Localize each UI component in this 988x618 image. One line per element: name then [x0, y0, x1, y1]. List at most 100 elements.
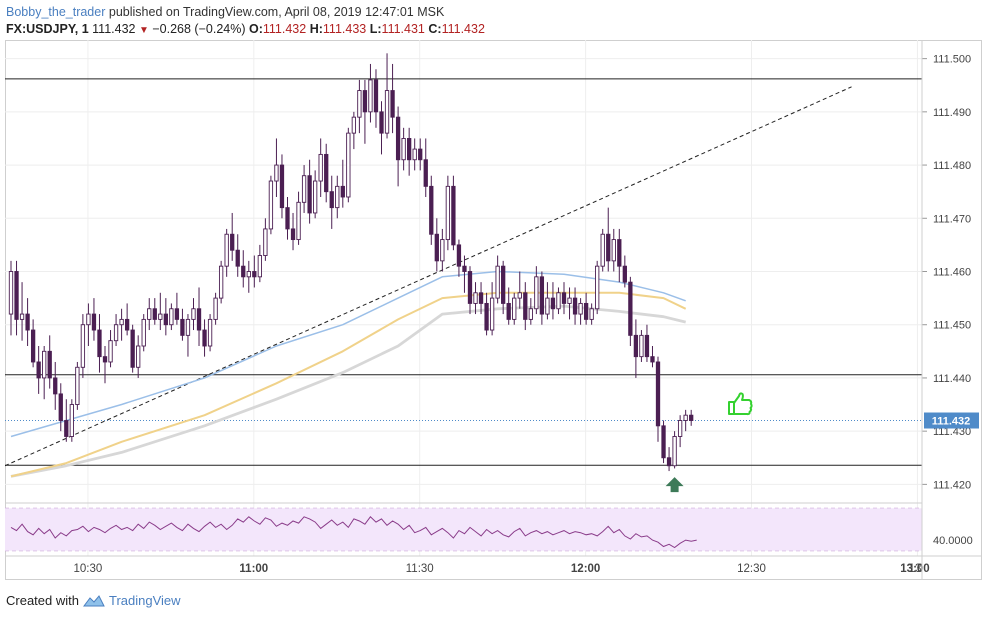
current-price-badge [924, 412, 979, 429]
candle-body [235, 249, 240, 267]
candle-body [202, 329, 207, 347]
candle-body [395, 116, 401, 161]
candle-body [69, 404, 74, 437]
candle-body [119, 318, 124, 326]
candle-body [407, 138, 412, 161]
footer: Created with TradingView [6, 593, 181, 608]
candle-body [440, 239, 445, 262]
candle-body [512, 297, 517, 320]
published-text: published on TradingView.com, April 08, … [108, 5, 445, 19]
candle-body [418, 148, 423, 161]
candle-body [64, 420, 69, 437]
candle-body [384, 90, 390, 134]
grid-lines [5, 40, 922, 556]
candle-body [207, 318, 213, 347]
annotations: 111.432 [665, 392, 979, 493]
symbol-legend: FX:USDJPY, 1 111.432 ▼ −0.268 (−0.24%) O… [6, 22, 485, 36]
candle-body [158, 313, 163, 320]
candle-body [484, 302, 489, 331]
candle-body [677, 420, 683, 437]
candle-body [572, 297, 578, 315]
candle-body [169, 308, 174, 326]
candle-body [19, 313, 25, 320]
candle-body [224, 233, 229, 267]
thumb-hand [733, 392, 753, 416]
candle-body [180, 318, 185, 336]
candle-body [633, 334, 639, 358]
candle-body [246, 271, 251, 278]
oscillator-line [10, 516, 697, 549]
candle-body [478, 292, 484, 304]
candle-body [80, 324, 86, 368]
candle-body [611, 239, 616, 262]
candle-body [241, 265, 246, 278]
candle-body [36, 361, 41, 379]
candle-body [296, 201, 301, 241]
candle-body [451, 185, 456, 246]
horizontal-levels[interactable] [5, 78, 922, 467]
candles [8, 53, 694, 472]
candle-body [14, 271, 19, 320]
high-label: H: [309, 22, 323, 36]
chart-canvas[interactable]: 111.500 111.490 111.480 111.470 111.460 111.4… [5, 40, 982, 580]
x-tick-label: 12:30 [737, 563, 766, 575]
candle-body [257, 255, 262, 278]
arrow-up-icon [665, 477, 684, 493]
candle-body [534, 276, 539, 310]
candle-body [628, 281, 633, 336]
candle-body [53, 377, 58, 395]
candle-body [666, 457, 672, 467]
thumbs-up-icon [728, 392, 753, 416]
candle-body [545, 297, 550, 315]
candle-body [445, 185, 451, 241]
candle-body [252, 271, 257, 278]
candle-body [429, 185, 434, 235]
candle-body [213, 297, 218, 320]
y-tick-label: 111.440 [933, 373, 971, 385]
author-link[interactable]: Bobby_the_trader [6, 5, 106, 19]
candle-body [113, 324, 119, 342]
tradingview-logo-icon [82, 594, 105, 606]
candle-body [589, 308, 594, 320]
oscillator-pane [10, 516, 697, 549]
candle-body [617, 239, 622, 267]
candle-body [346, 132, 351, 198]
candle-body [517, 292, 522, 299]
candle-body [263, 228, 268, 256]
candle-body [185, 318, 191, 336]
close-value: 111.432 [441, 22, 485, 36]
candle-body [567, 297, 572, 304]
tradingview-link[interactable]: TradingView [108, 593, 181, 608]
candle-body [191, 308, 196, 320]
candle-body [583, 302, 589, 320]
candle-body [578, 302, 583, 315]
moving-average-gray [10, 304, 687, 478]
candle-body [163, 313, 168, 326]
candle-body [351, 116, 357, 134]
candle-body [561, 292, 567, 304]
x-tick-label: 12:00 [571, 563, 600, 575]
candle-body [434, 233, 439, 262]
candle-body [523, 292, 528, 320]
candle-body [102, 356, 108, 363]
candle-body [30, 329, 36, 363]
candle-body [639, 334, 644, 358]
publish-info: Bobby_the_trader published on TradingVie… [6, 5, 444, 19]
candle-body [130, 329, 135, 368]
candle-body [401, 138, 406, 161]
candle-body [550, 297, 556, 310]
created-with-text: Created with [6, 593, 79, 608]
candle-body [335, 185, 340, 209]
symbol-name[interactable]: FX:USDJPY, 1 [6, 22, 89, 36]
candle-body [423, 159, 428, 187]
high-value: 111.433 [322, 22, 367, 36]
candle-body [147, 308, 152, 320]
candle-body [285, 207, 290, 230]
candle-body [279, 164, 285, 209]
candle-body [313, 180, 318, 214]
oscillator-tick-label: 40.0000 [933, 535, 973, 547]
candle-body [655, 361, 661, 427]
y-tick-label: 111.420 [933, 479, 971, 491]
change-down-icon: ▼ [138, 25, 149, 36]
candle-body [301, 175, 307, 203]
